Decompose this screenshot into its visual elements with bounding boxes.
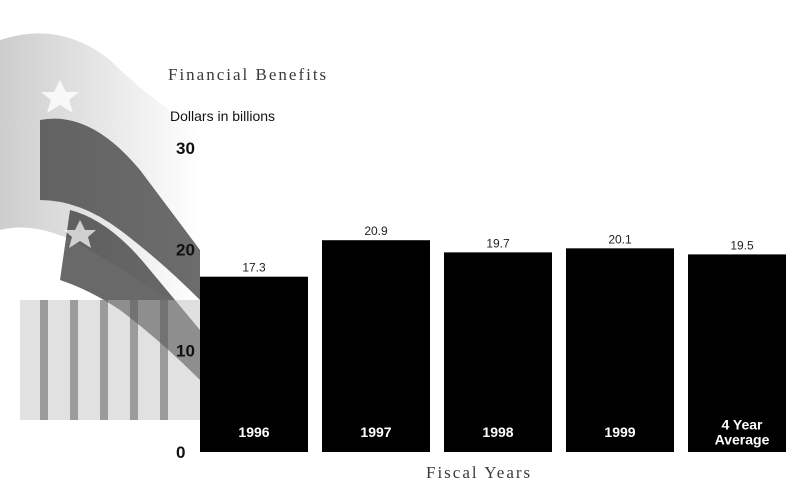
y-tick-label: 20 bbox=[176, 240, 195, 259]
bar-category-label: 1997 bbox=[360, 424, 391, 440]
x-axis-title: Fiscal Years bbox=[426, 463, 532, 482]
bar-value-label: 20.9 bbox=[364, 224, 388, 238]
bar-category-label-line: 1996 bbox=[238, 424, 269, 440]
bar bbox=[444, 252, 552, 452]
y-axis-label: Dollars in billions bbox=[170, 108, 275, 124]
y-tick-label: 10 bbox=[176, 342, 195, 361]
bar-category-label: 1996 bbox=[238, 424, 269, 440]
y-tick-labels: 0 10 20 30 bbox=[176, 139, 195, 462]
bar bbox=[200, 276, 308, 452]
bar-category-label: 4 Year Average bbox=[715, 417, 770, 448]
bar-category-label-line: 1999 bbox=[604, 424, 635, 440]
bar-category-label-line: Average bbox=[715, 432, 770, 448]
flag-background-art bbox=[0, 33, 200, 420]
bar-value-label: 17.3 bbox=[242, 261, 266, 275]
bar-value-label: 19.7 bbox=[486, 236, 510, 250]
bar-category-label: 1998 bbox=[482, 424, 513, 440]
y-tick-label: 30 bbox=[176, 139, 195, 158]
bar-category-label-line: 4 Year bbox=[721, 417, 763, 433]
bar bbox=[566, 248, 674, 452]
bar bbox=[322, 240, 430, 452]
y-tick-label: 0 bbox=[176, 443, 185, 462]
bar-category-label-line: 1997 bbox=[360, 424, 391, 440]
bar-category-label-line: 1998 bbox=[482, 424, 513, 440]
chart-title: Financial Benefits bbox=[168, 65, 328, 84]
bar-value-label: 20.1 bbox=[608, 232, 632, 246]
bar bbox=[688, 254, 786, 452]
bar-category-label: 1999 bbox=[604, 424, 635, 440]
bars-group: 17.3 1996 20.9 1997 19.7 1998 20.1 1999 19.5 4 Ye… bbox=[200, 224, 786, 452]
bar-value-label: 19.5 bbox=[730, 238, 754, 252]
